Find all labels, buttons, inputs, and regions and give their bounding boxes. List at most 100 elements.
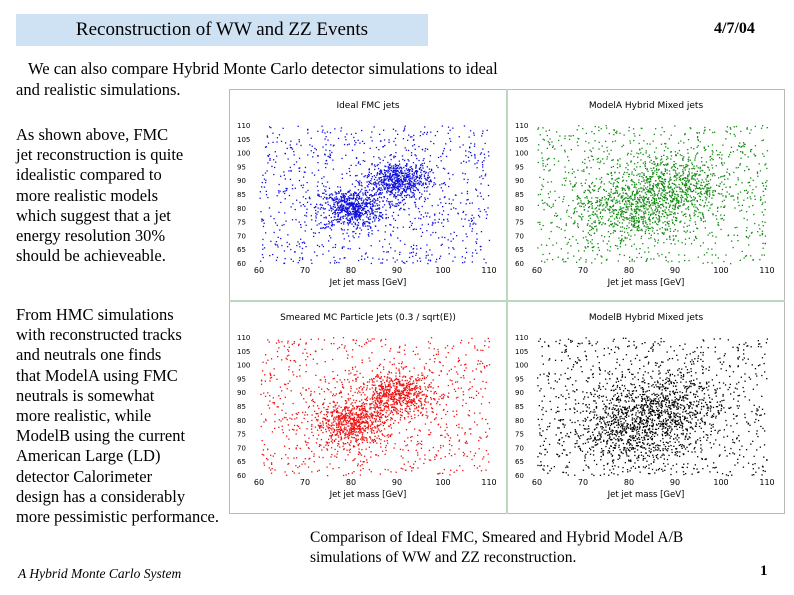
data-point — [573, 171, 575, 173]
data-point — [651, 187, 654, 190]
data-point — [338, 392, 341, 395]
data-point — [744, 170, 746, 172]
data-point — [388, 201, 390, 203]
data-point — [318, 245, 321, 248]
data-point — [370, 245, 372, 247]
data-point — [639, 148, 641, 150]
data-point — [365, 189, 368, 192]
data-point — [338, 212, 340, 214]
data-point — [344, 210, 346, 212]
data-point — [354, 140, 356, 142]
data-point — [672, 204, 674, 206]
data-point — [752, 204, 754, 207]
data-point — [392, 173, 394, 175]
data-point — [441, 153, 444, 155]
data-point — [694, 214, 696, 216]
data-point — [462, 225, 464, 227]
data-point — [358, 236, 360, 238]
data-point — [417, 207, 420, 210]
data-point — [672, 235, 674, 237]
data-point — [680, 187, 682, 189]
data-point — [391, 203, 393, 205]
data-point — [382, 366, 385, 368]
data-point — [686, 164, 688, 166]
data-point — [666, 199, 668, 201]
data-point — [362, 207, 365, 209]
data-point — [701, 157, 703, 159]
data-point — [639, 196, 641, 198]
data-point — [703, 132, 705, 134]
data-point — [360, 182, 363, 184]
data-point — [426, 179, 428, 181]
data-point — [640, 187, 642, 189]
data-point — [684, 243, 686, 245]
data-point — [687, 175, 689, 177]
data-point — [627, 232, 629, 234]
data-point — [652, 202, 654, 204]
data-point — [670, 134, 672, 136]
data-point — [648, 181, 650, 184]
data-point — [614, 172, 616, 174]
data-point — [635, 220, 638, 222]
data-point — [274, 151, 276, 153]
data-point — [398, 180, 400, 182]
data-point — [653, 172, 655, 174]
data-point — [354, 213, 356, 215]
x-axis-label: Jet jet mass [GeV] — [329, 490, 407, 500]
data-point — [599, 178, 601, 180]
data-point — [765, 163, 767, 165]
data-point — [656, 173, 658, 176]
data-point — [618, 222, 621, 224]
data-point — [567, 252, 569, 254]
data-point — [656, 202, 658, 204]
data-point — [647, 213, 650, 216]
data-point — [376, 205, 379, 207]
data-point — [683, 191, 685, 193]
data-point — [368, 168, 370, 171]
data-point — [679, 175, 681, 177]
data-point — [608, 192, 610, 194]
data-point — [695, 153, 698, 155]
data-point — [341, 203, 343, 205]
data-point — [420, 169, 422, 171]
data-point — [673, 163, 675, 166]
data-point — [592, 228, 594, 230]
data-point — [339, 190, 342, 192]
data-point — [665, 229, 667, 231]
data-point — [304, 440, 307, 442]
data-point — [651, 162, 653, 165]
data-point — [717, 223, 719, 226]
data-point — [380, 176, 382, 179]
data-point — [685, 191, 687, 194]
data-point — [625, 217, 627, 219]
data-point — [416, 394, 418, 397]
data-point — [373, 188, 375, 190]
data-point — [580, 200, 582, 202]
data-point — [568, 159, 570, 162]
data-point — [462, 240, 464, 242]
data-point — [687, 174, 689, 176]
data-point — [375, 208, 377, 210]
data-point — [623, 171, 626, 173]
data-point — [340, 195, 342, 198]
y-tick-label: 80 — [237, 205, 246, 213]
y-tick-label: 100 — [237, 150, 250, 158]
data-point — [345, 214, 347, 216]
data-point — [621, 207, 623, 209]
data-point — [647, 178, 649, 180]
data-point — [639, 210, 641, 212]
data-point — [443, 468, 445, 471]
data-point — [371, 417, 374, 419]
data-point — [374, 168, 376, 171]
data-point — [385, 182, 387, 184]
data-point — [368, 211, 370, 213]
data-point — [706, 174, 708, 177]
data-point — [678, 202, 680, 204]
x-tick-label: 110 — [759, 266, 774, 275]
data-point — [361, 188, 363, 190]
data-point — [746, 236, 748, 238]
paragraph-fmc: As shown above, FMC jet reconstruction i… — [16, 125, 226, 266]
data-point — [685, 183, 688, 185]
data-point — [304, 242, 306, 244]
data-point — [298, 221, 300, 223]
